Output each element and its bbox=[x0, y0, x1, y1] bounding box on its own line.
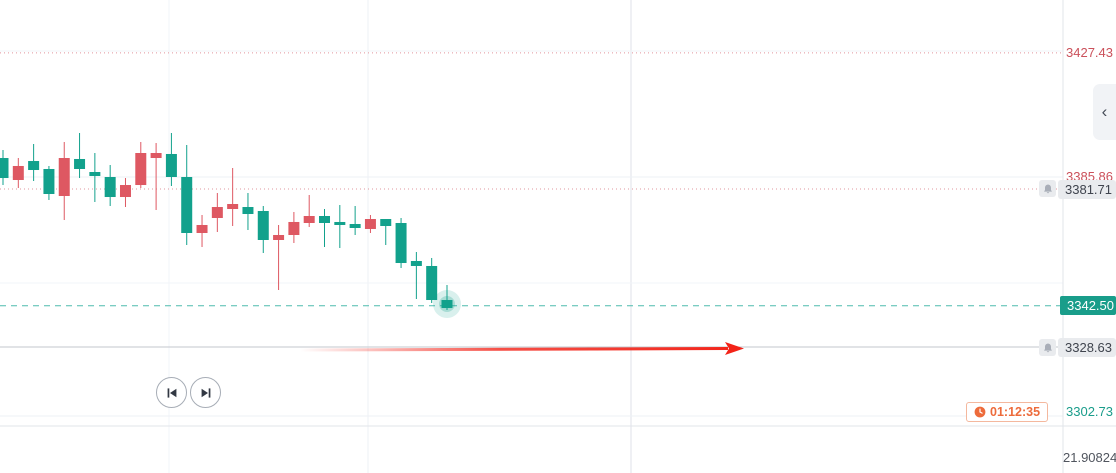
skip-to-end-icon bbox=[201, 387, 210, 398]
candles-layer bbox=[0, 133, 453, 311]
bell-icon bbox=[1043, 184, 1052, 193]
skip-to-end-button[interactable] bbox=[190, 377, 221, 408]
alert-price-badge-3381[interactable]: 3381.71 bbox=[1058, 180, 1116, 199]
price-label-3427: 3427.43 bbox=[1066, 45, 1113, 60]
alert-price-badge-3328[interactable]: 3328.63 bbox=[1058, 338, 1116, 357]
alert-bell-icon[interactable] bbox=[1039, 180, 1056, 197]
alert-bell-icon[interactable] bbox=[1039, 339, 1056, 356]
current-price-badge: 3342.50 bbox=[1060, 296, 1116, 315]
skip-to-start-icon bbox=[167, 387, 176, 398]
price-lines-layer bbox=[0, 52, 1063, 348]
panel-collapse-tab[interactable]: ‹ bbox=[1093, 84, 1116, 140]
clock-icon bbox=[974, 406, 986, 418]
bell-icon bbox=[1043, 343, 1052, 352]
chevron-left-icon: ‹ bbox=[1101, 102, 1108, 121]
skip-to-start-button[interactable] bbox=[156, 377, 187, 408]
trend-arrow[interactable] bbox=[299, 342, 744, 355]
price-label-3302: 3302.73 bbox=[1066, 404, 1113, 419]
indicator-pane-value: 21.90824 bbox=[1063, 450, 1116, 465]
countdown-text: 01:12:35 bbox=[990, 405, 1041, 419]
countdown-badge: 01:12:35 bbox=[966, 402, 1049, 422]
replay-controls bbox=[156, 377, 221, 408]
